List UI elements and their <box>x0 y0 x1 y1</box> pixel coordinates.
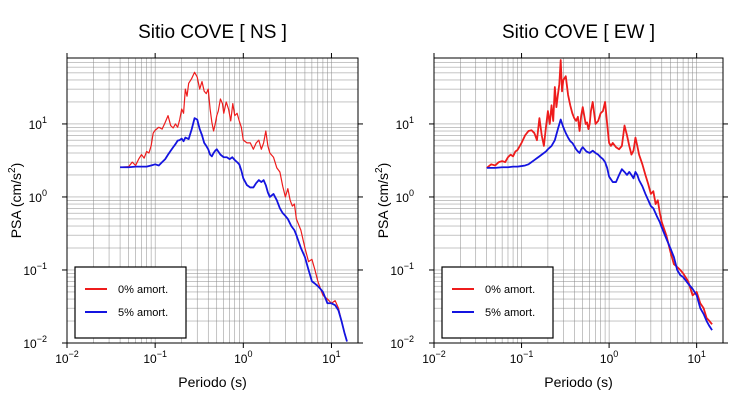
chart-panel-ns: 10−2 10−1 100 101 10−2 10−1 100 101 Sitio COVE [… <box>7 22 363 390</box>
x-tick-label: 100 <box>600 349 618 366</box>
x-axis-label: Periodo (s) <box>178 374 246 390</box>
y-tick-label: 101 <box>29 115 47 132</box>
x-axis-label: Periodo (s) <box>544 374 612 390</box>
chart-title: Sitio COVE [ EW ] <box>502 22 655 43</box>
x-tick-label: 10−2 <box>422 349 446 366</box>
y-tick-label: 10−2 <box>390 334 414 351</box>
legend: 0% amort. 5% amort. <box>74 266 187 339</box>
legend-label: 5% amort. <box>118 307 168 319</box>
y-tick-label: 10−2 <box>23 334 47 351</box>
y-tick-label: 101 <box>396 115 414 132</box>
y-axis-label: PSA (cm/s2) <box>7 163 24 239</box>
x-tick-label: 101 <box>322 349 340 366</box>
legend: 0% amort. 5% amort. <box>441 266 554 339</box>
x-tick-label: 101 <box>687 349 705 366</box>
plot-frame <box>66 57 359 344</box>
x-tick-label: 10−2 <box>55 349 79 366</box>
legend-label: 5% amort. <box>485 307 535 319</box>
chart-panel-ew: 10−2 10−1 100 101 10−2 10−1 100 101 Sitio COVE [… <box>374 22 728 390</box>
series-line-amort-0 <box>486 59 713 325</box>
legend-label: 0% amort. <box>485 284 535 296</box>
y-tick-label: 10−1 <box>23 261 47 278</box>
series-line-amort-0 <box>120 71 348 342</box>
x-tick-label: 100 <box>234 349 252 366</box>
legend-box <box>441 266 554 339</box>
legend-box <box>74 266 187 339</box>
y-axis-label: PSA (cm/s2) <box>374 163 391 239</box>
y-tick-label: 100 <box>29 188 47 205</box>
x-tick-label: 10−1 <box>510 349 534 366</box>
y-tick-label: 100 <box>396 188 414 205</box>
tick-marks <box>62 53 363 348</box>
tick-marks <box>429 53 728 348</box>
y-tick-label: 10−1 <box>390 261 414 278</box>
x-tick-label: 10−1 <box>143 349 167 366</box>
chart-title: Sitio COVE [ NS ] <box>138 22 287 43</box>
legend-label: 0% amort. <box>118 284 168 296</box>
series-line-amort-5 <box>486 118 713 331</box>
plot-frame <box>433 57 724 344</box>
series-line-amort-5 <box>120 117 348 342</box>
